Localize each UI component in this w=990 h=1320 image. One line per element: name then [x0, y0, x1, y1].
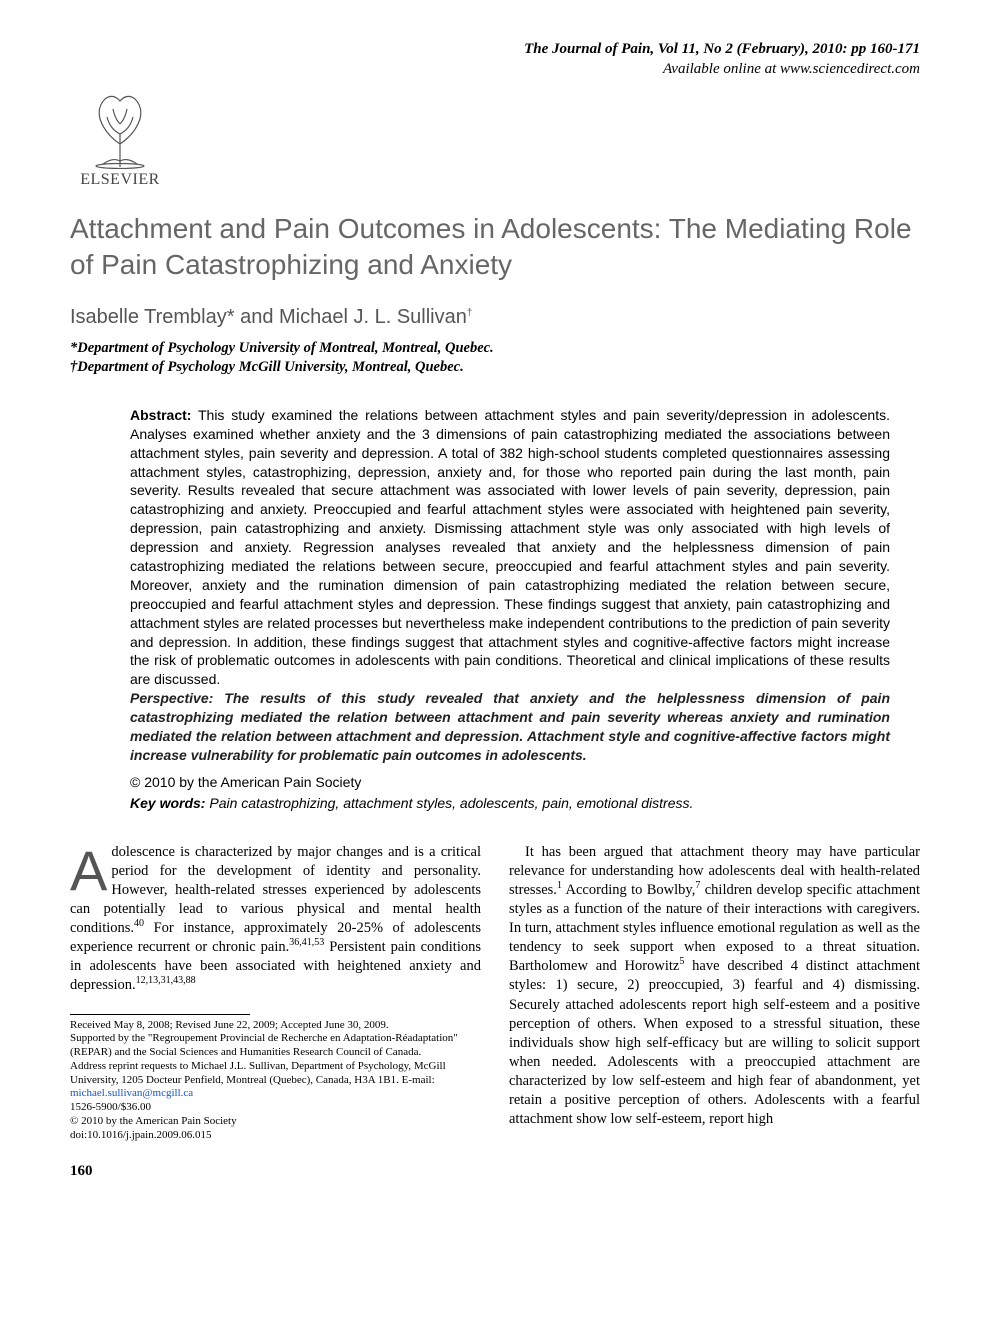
footnote-copyright: © 2010 by the American Pain Society [70, 1115, 481, 1129]
page-number: 160 [70, 1162, 481, 1182]
footnote-supported: Supported by the "Regroupement Provincia… [70, 1032, 481, 1060]
article-title: Attachment and Pain Outcomes in Adolesce… [70, 211, 920, 284]
journal-header: The Journal of Pain, Vol 11, No 2 (Febru… [70, 40, 920, 79]
author-list: Isabelle Tremblay* and Michael J. L. Sul… [70, 306, 920, 329]
keywords: Key words: Pain catastrophizing, attachm… [130, 794, 890, 813]
footnote-email-link[interactable]: michael.sullivan@mcgill.ca [70, 1087, 193, 1099]
author-dagger: † [467, 307, 473, 318]
keywords-text: Pain catastrophizing, attachment styles,… [209, 795, 693, 811]
citation-12-13-31-43-88: 12,13,31,43,88 [136, 976, 196, 987]
footnote-divider [70, 1014, 250, 1015]
abstract-label: Abstract: [130, 407, 191, 423]
footnote-reprint-text: Address reprint requests to Michael J.L.… [70, 1060, 446, 1086]
journal-citation: The Journal of Pain, Vol 11, No 2 (Febru… [70, 40, 920, 60]
col2-text-b: According to Bowlby, [562, 882, 695, 898]
dropcap: A [70, 843, 111, 895]
citation-36-41-53: 36,41,53 [289, 937, 324, 948]
body-col-2: It has been argued that attachment theor… [509, 843, 920, 1130]
journal-availability: Available online at www.sciencedirect.co… [70, 60, 920, 80]
body-col-1: Adolescence is characterized by major ch… [70, 843, 481, 1183]
publisher-name: ELSEVIER [80, 171, 160, 189]
abstract-copyright: © 2010 by the American Pain Society [130, 773, 890, 792]
abstract-body: This study examined the relations betwee… [130, 407, 890, 687]
perspective-paragraph: Perspective: The results of this study r… [130, 689, 890, 765]
keywords-label: Key words: [130, 795, 205, 811]
intro-paragraph-1: Adolescence is characterized by major ch… [70, 843, 481, 996]
intro-paragraph-2: It has been argued that attachment theor… [509, 843, 920, 1130]
elsevier-tree-icon [85, 89, 155, 169]
affiliation-1: *Department of Psychology University of … [70, 339, 920, 359]
affiliations: *Department of Psychology University of … [70, 339, 920, 378]
footnotes: Received May 8, 2008; Revised June 22, 2… [70, 1019, 481, 1143]
footnote-received: Received May 8, 2008; Revised June 22, 2… [70, 1019, 481, 1033]
publisher-logo-row: ELSEVIER [70, 89, 920, 189]
abstract-paragraph: Abstract: This study examined the relati… [130, 406, 890, 689]
footnote-issn: 1526-5900/$36.00 [70, 1101, 481, 1115]
footnote-doi: doi:10.1016/j.jpain.2009.06.015 [70, 1129, 481, 1143]
citation-40: 40 [134, 918, 144, 929]
perspective-label: Perspective: [130, 690, 213, 706]
affiliation-2: †Department of Psychology McGill Univers… [70, 358, 920, 378]
authors-text: Isabelle Tremblay* and Michael J. L. Sul… [70, 306, 467, 328]
perspective-body: The results of this study revealed that … [130, 690, 890, 763]
body-columns: Adolescence is characterized by major ch… [70, 843, 920, 1183]
abstract-block: Abstract: This study examined the relati… [130, 406, 890, 813]
footnote-reprint: Address reprint requests to Michael J.L.… [70, 1060, 481, 1101]
publisher-logo: ELSEVIER [70, 89, 170, 189]
col2-text-d: have described 4 distinct attachment sty… [509, 958, 920, 1127]
page-container: The Journal of Pain, Vol 11, No 2 (Febru… [0, 0, 990, 1212]
